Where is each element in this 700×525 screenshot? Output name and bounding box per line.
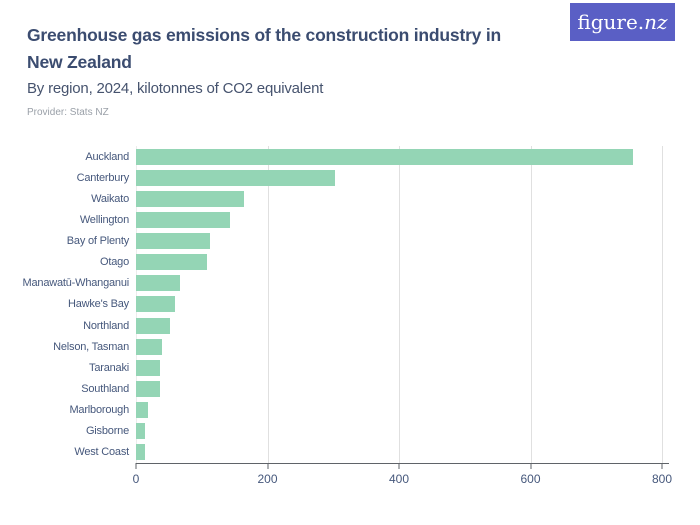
bar[interactable] <box>136 338 162 355</box>
bar[interactable] <box>136 296 176 313</box>
bar[interactable] <box>136 402 148 419</box>
y-axis-label: Manawatū-Whanganui <box>22 277 130 290</box>
bar[interactable] <box>136 380 160 397</box>
x-tick-label-800: 800 <box>651 472 673 486</box>
bar-row <box>136 336 662 357</box>
bar[interactable] <box>136 317 171 334</box>
x-axis-line <box>136 463 669 464</box>
bar[interactable] <box>136 169 335 186</box>
bar-row <box>136 188 662 209</box>
gridline-400 <box>399 146 400 463</box>
bar[interactable] <box>136 359 161 376</box>
bar-row <box>136 231 662 252</box>
bar-row <box>136 442 662 463</box>
bar-row <box>136 315 662 336</box>
gridline-800 <box>662 146 663 463</box>
x-tick-mark-400 <box>398 463 400 469</box>
y-axis-label: Bay of Plenty <box>66 235 129 248</box>
logo-text-prefix: figure. <box>577 10 645 34</box>
bar[interactable] <box>136 233 211 250</box>
bar[interactable] <box>136 148 634 165</box>
y-axis-label: West Coast <box>74 446 129 459</box>
y-axis-label: Southland <box>81 382 129 395</box>
y-axis-label: Hawke's Bay <box>67 298 129 311</box>
y-axis-labels: Auckland Canterbury Waikato Wellington Bay o… <box>0 146 130 463</box>
y-axis-label: Gisborne <box>85 425 129 438</box>
bar-row <box>136 167 662 188</box>
logo-text-suffix: nz <box>644 10 668 34</box>
page-title: Greenhouse gas emissions of the construc… <box>27 25 502 72</box>
bar[interactable] <box>136 444 145 461</box>
x-tick-label-200: 200 <box>257 472 278 486</box>
gridline-200 <box>267 146 269 463</box>
bar[interactable] <box>136 423 146 440</box>
y-axis-label: Northland <box>83 319 129 332</box>
y-axis-label: Otago <box>100 256 129 269</box>
y-axis-label: Wellington <box>79 213 129 226</box>
y-axis-label: Nelson, Tasman <box>53 340 129 353</box>
bar[interactable] <box>136 190 244 207</box>
provider-attribution: Provider: Stats NZ <box>27 107 109 118</box>
figure-nz-logo[interactable]: figure. nz <box>570 3 675 41</box>
bar-row <box>136 378 662 399</box>
x-tick-label-0: 0 <box>132 472 140 486</box>
x-tick-mark-0 <box>135 463 137 469</box>
x-tick-label-400: 400 <box>388 472 410 486</box>
bar-row <box>136 421 662 442</box>
x-tick-mark-200 <box>267 463 268 469</box>
plot-area: 0 200 400 600 800 <box>133 146 672 486</box>
y-axis-label: Waikato <box>91 192 129 205</box>
bar[interactable] <box>136 254 207 271</box>
bar-row <box>136 400 662 421</box>
bar-row <box>136 357 662 378</box>
bar-row <box>136 146 662 167</box>
bar-row <box>136 252 662 273</box>
page-subtitle: By region, 2024, kilotonnes of CO2 equiv… <box>27 80 324 97</box>
y-axis-label: Auckland <box>85 150 129 163</box>
y-axis-label: Marlborough <box>69 404 129 417</box>
x-tick-label-600: 600 <box>520 472 541 486</box>
gridline-600 <box>530 146 532 463</box>
y-axis-label: Taranaki <box>89 361 129 374</box>
x-tick-mark-600 <box>530 463 531 469</box>
bar[interactable] <box>136 275 181 292</box>
bar-row <box>136 273 662 294</box>
bar[interactable] <box>136 211 231 228</box>
bar-row <box>136 209 662 230</box>
x-tick-mark-800 <box>661 463 663 469</box>
y-axis-label: Canterbury <box>76 171 130 184</box>
bar-row <box>136 294 662 315</box>
